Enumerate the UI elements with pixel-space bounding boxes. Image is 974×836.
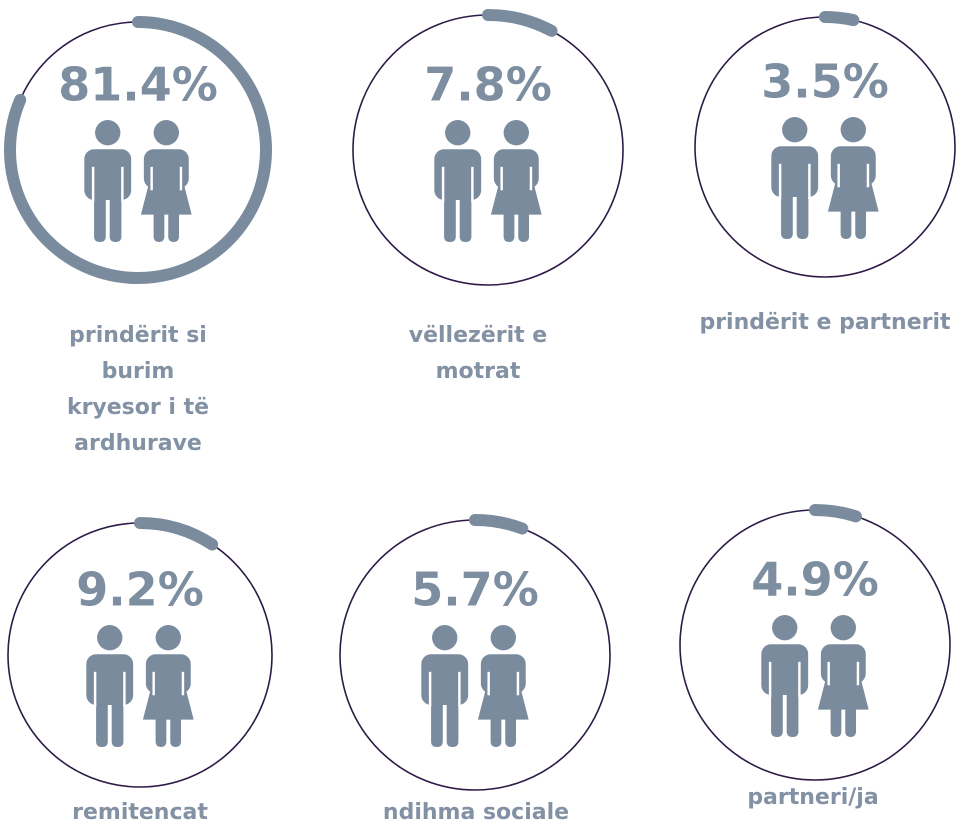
ring-arc [134, 517, 219, 551]
ring-outline [339, 519, 611, 791]
ring-arc [469, 514, 529, 535]
ring-arc [819, 11, 860, 27]
ring-outline [352, 14, 624, 286]
category-label: ndihma sociale [382, 800, 570, 825]
ring-arc [4, 16, 272, 284]
people-icon [761, 615, 869, 737]
ring-arc [809, 504, 862, 523]
category-label: prindërit si burim kryesor i të ardhurav… [66, 323, 210, 456]
value-label: 81.4% [58, 58, 218, 112]
category-label: remitencat [72, 800, 208, 825]
category-label: vëllezërit e motrat [408, 323, 548, 384]
people-icon [434, 120, 542, 242]
people-icon [421, 625, 529, 747]
value-label: 4.9% [751, 553, 879, 607]
ring-outline [679, 509, 951, 781]
people-icon [771, 117, 879, 239]
category-label: prindërit e partnerit [699, 310, 951, 335]
category-label: partneri/ja [747, 785, 879, 810]
ring-arc [482, 9, 558, 37]
value-label: 7.8% [424, 58, 552, 112]
value-label: 3.5% [761, 55, 889, 109]
value-label: 5.7% [411, 563, 539, 617]
value-label: 9.2% [76, 563, 204, 617]
people-icon [84, 120, 192, 242]
people-icon [86, 625, 194, 747]
